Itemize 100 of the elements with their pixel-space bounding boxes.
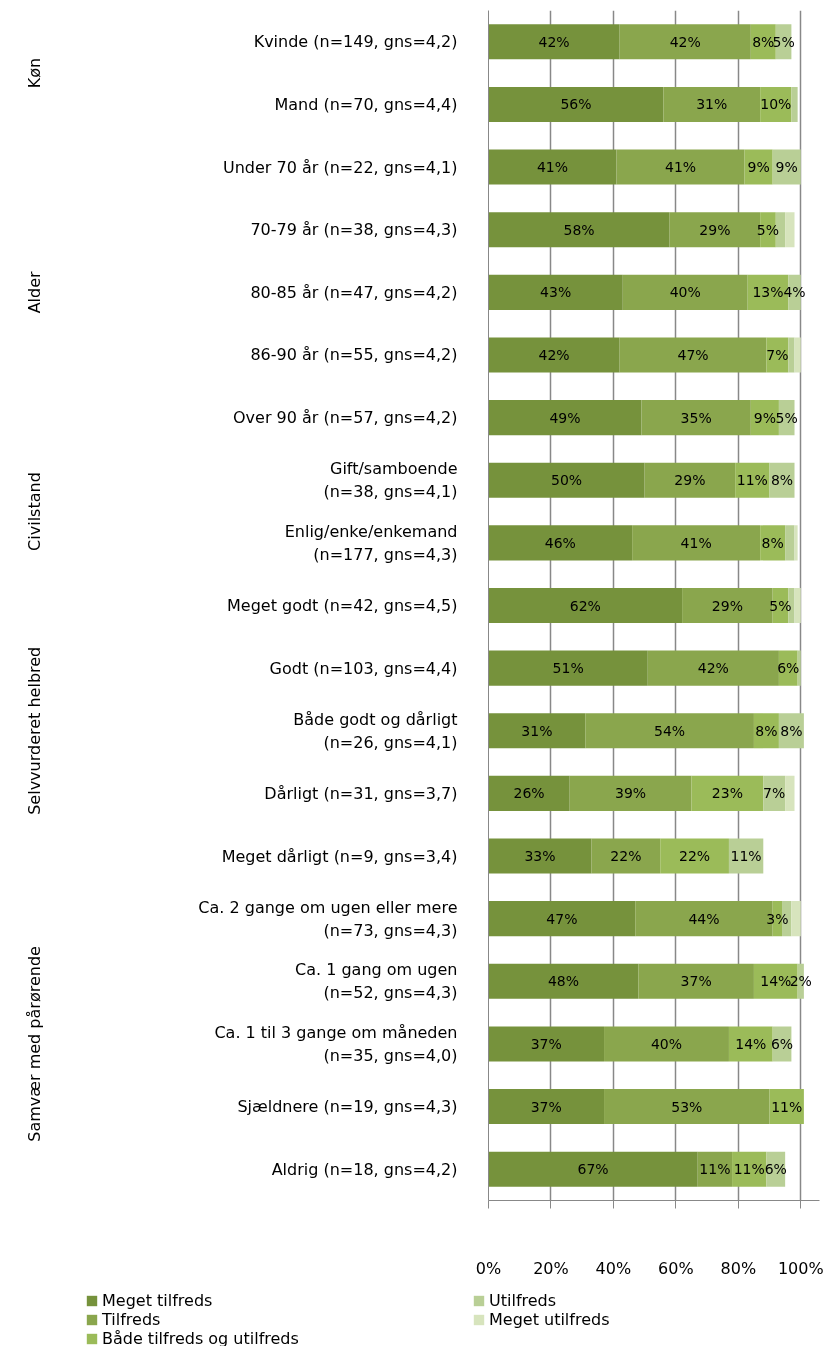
y-tick-label: Mand (n=70, gns=4,4): [274, 94, 458, 114]
data-label: 39%: [615, 785, 647, 802]
y-tick-label: Meget godt (n=42, gns=4,5): [226, 596, 458, 615]
bar: [488, 713, 586, 749]
x-tick-label: 80%: [720, 1258, 757, 1278]
bar: [488, 775, 570, 811]
data-label: 37%: [680, 973, 712, 990]
y-tick-label: Både godt og dårligt (n=26, gns=4,1): [293, 709, 458, 752]
data-label: 41%: [664, 159, 697, 176]
bar: [488, 212, 670, 248]
data-label: 8%: [761, 534, 784, 551]
x-tick-label: 100%: [777, 1258, 824, 1278]
bar: [488, 525, 633, 561]
data-label: 11%: [733, 1161, 765, 1178]
bar: [791, 901, 801, 937]
bar: [488, 838, 592, 874]
y-tick-label: Over 90 år (n=57, gns=4,2): [232, 408, 458, 428]
y-tick-label: Kvinde (n=149, gns=4,2): [253, 32, 458, 52]
data-label: 41%: [680, 534, 712, 551]
bar: [660, 838, 729, 874]
data-label: 29%: [711, 597, 743, 614]
data-label: 14%: [760, 973, 792, 990]
bar: [785, 775, 795, 811]
bar: [488, 1089, 605, 1125]
bar: [488, 1026, 605, 1062]
data-label: 22%: [610, 848, 642, 865]
data-label: 11%: [736, 472, 768, 489]
bar: [591, 838, 661, 874]
data-label: 42%: [669, 33, 701, 50]
data-label: 40%: [650, 1035, 683, 1052]
legend-label: Meget tilfreds: [102, 1291, 214, 1310]
x-tick-label: 20%: [533, 1258, 569, 1278]
data-label: 42%: [697, 660, 729, 677]
data-label: 29%: [699, 221, 731, 238]
data-label: 43%: [540, 284, 572, 301]
y-tick-label: Godt (n=103, gns=4,4): [269, 658, 458, 678]
bar: [622, 274, 748, 310]
data-label: 42%: [538, 346, 570, 363]
bar: [488, 1151, 698, 1187]
bar: [488, 587, 683, 624]
data-label: 10%: [760, 96, 792, 113]
data-label: 5%: [772, 33, 795, 50]
data-label: 51%: [552, 660, 584, 677]
data-label: 9%: [775, 159, 798, 176]
bar: [604, 1026, 729, 1062]
x-tick-label: 40%: [595, 1258, 632, 1278]
data-label: 14%: [735, 1035, 767, 1052]
bar: [488, 149, 617, 185]
data-label: 62%: [569, 597, 601, 614]
data-label: 54%: [654, 722, 686, 739]
bar: [632, 525, 761, 561]
data-label: 58%: [563, 221, 595, 238]
bar: [791, 86, 798, 122]
data-label: 5%: [756, 221, 780, 238]
y-tick-label: Dårligt (n=31, gns=3,7): [264, 783, 458, 803]
bar: [488, 650, 648, 686]
bar: [641, 400, 751, 436]
y-tick-label: Ca. 1 til 3 gange om måneden (n=35, gns=4,0): [214, 1023, 458, 1065]
data-label: 7%: [766, 346, 789, 363]
bar: [488, 337, 620, 373]
data-label: 3%: [766, 910, 789, 927]
bar: [619, 337, 767, 373]
bar: [638, 963, 754, 999]
text: Civilstand: [24, 472, 44, 551]
y-tick-label: 86-90 år (n=55, gns=4,2): [250, 345, 458, 365]
y-tick-label: 70-79 år (n=38, gns=4,3): [250, 220, 458, 240]
data-label: 48%: [547, 973, 580, 990]
bar: [794, 587, 801, 624]
data-label: 50%: [551, 472, 583, 489]
bar: [647, 650, 779, 686]
bar: [569, 775, 692, 811]
data-label: 44%: [688, 910, 720, 927]
y-tick-label: Meget dårligt (n=9, gns=3,4): [221, 846, 458, 866]
y-tick-label: 80-85 år (n=47, gns=4,2): [250, 282, 458, 302]
bar: [619, 24, 751, 60]
data-label: 7%: [763, 785, 786, 802]
text: Samvær med pårørende: [24, 946, 44, 1142]
data-label: 8%: [755, 722, 778, 739]
data-label: 49%: [549, 409, 581, 426]
data-label: 5%: [769, 597, 792, 614]
bar: [585, 713, 754, 749]
y-tick-label: Ca. 1 gang om ugen (n=52, gns=4,3): [295, 960, 458, 1003]
data-label: 46%: [544, 534, 576, 551]
data-label: 37%: [530, 1098, 562, 1115]
y-tick-label: Aldrig (n=18, gns=4,2): [271, 1159, 458, 1179]
data-label: 11%: [730, 848, 762, 865]
y-tick-label: Enlig/enke/enkemand (n=177, gns=4,3): [284, 521, 458, 564]
data-label: 40%: [669, 284, 701, 301]
bar: [488, 462, 645, 498]
data-label: 41%: [536, 159, 569, 176]
x-tick-label: 0%: [475, 1258, 502, 1278]
data-label: 2%: [789, 973, 812, 990]
data-label: 42%: [538, 33, 570, 50]
data-label: 67%: [577, 1161, 609, 1178]
data-label: 53%: [671, 1098, 703, 1115]
text: Køn: [24, 57, 44, 89]
y-tick-label: Under 70 år (n=22, gns=4,1): [223, 157, 458, 177]
legend-label: Meget utilfreds: [489, 1310, 611, 1329]
legend-label: Utilfreds: [489, 1291, 558, 1310]
data-label: 31%: [521, 722, 553, 739]
